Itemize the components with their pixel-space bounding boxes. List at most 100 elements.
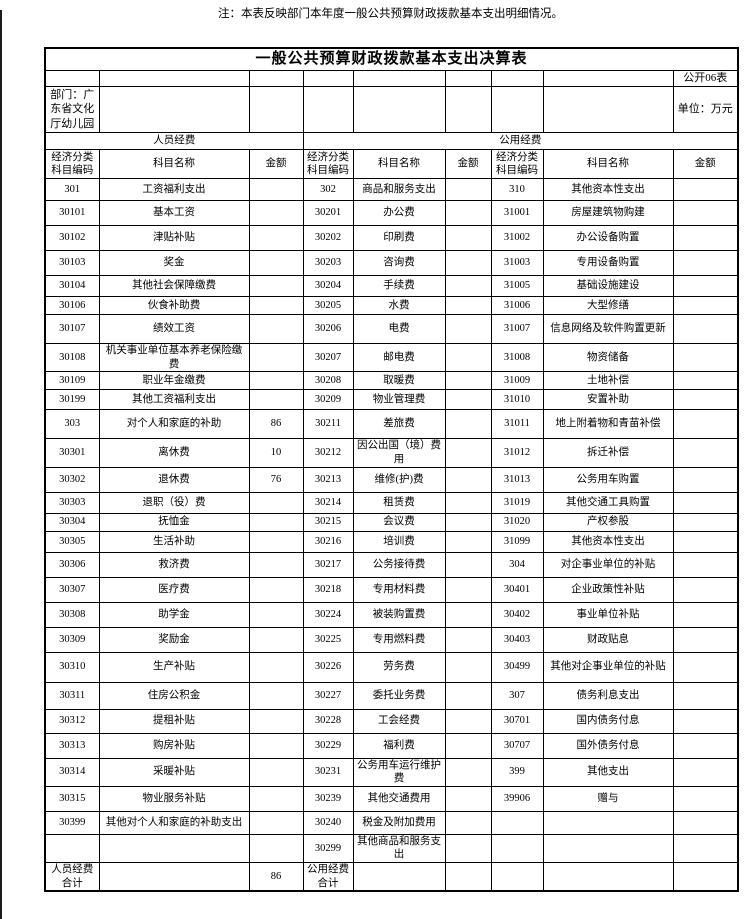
table-row: 30306 救济费 30217 公务接待费 304 对企事业单位的补贴: [44, 551, 739, 578]
person-subject-name-cell: 工资福利支出: [98, 178, 250, 201]
public-amount-cell: [444, 833, 492, 864]
person-code-cell: 30399: [44, 810, 100, 835]
person-subject-name-cell: 津贴补贴: [98, 225, 250, 251]
capital-code-cell: 30403: [490, 626, 544, 653]
person-subject-name-cell: 救济费: [98, 551, 250, 578]
person-code-cell: 30304: [44, 512, 100, 532]
person-code-cell: 30306: [44, 551, 100, 578]
person-amount-cell: 10: [248, 438, 304, 468]
col-header-name: 科目名称: [352, 149, 446, 179]
capital-amount-cell: [672, 551, 739, 578]
capital-subject-name-cell: 赠与: [542, 785, 674, 812]
public-amount-cell: [444, 250, 492, 276]
capital-subject-name-cell: 其他支出: [542, 757, 674, 787]
section-header-person: 人员经费: [44, 132, 304, 150]
person-subject-name-cell: 对个人和家庭的补助: [98, 409, 250, 440]
budget-sheet: 一般公共预算财政拨款基本支出决算表 公开06表 部门：广东省文化厅幼儿园: [44, 47, 739, 893]
capital-subject-name-cell: 大型修缮: [542, 296, 674, 315]
table-row: 30311 住房公积金 30227 委托业务费 307 债务利息支出: [44, 681, 739, 710]
public-amount-cell: [444, 342, 492, 373]
public-code-cell: 30225: [302, 626, 354, 653]
capital-amount-cell: [672, 409, 739, 440]
public-subject-name-cell: 商品和服务支出: [352, 178, 446, 201]
person-subject-name-cell: [98, 833, 250, 864]
empty-cell: [248, 70, 304, 87]
capital-code-cell: 31002: [490, 225, 544, 251]
public-subject-name-cell: 手续费: [352, 275, 446, 297]
capital-amount-cell: [672, 601, 739, 628]
table-row: 30303 退职（役）费 30214 租赁费 31019 其他交通工具购置: [44, 491, 739, 514]
person-code-cell: 30315: [44, 785, 100, 812]
person-subject-name-cell: 退职（役）费: [98, 491, 250, 514]
person-amount-cell: [248, 810, 304, 835]
title-row: 一般公共预算财政拨款基本支出决算表: [44, 47, 739, 71]
person-code-cell: 30302: [44, 466, 100, 493]
capital-code-cell: 31006: [490, 296, 544, 315]
table-row: 30299 其他商品和服务支出: [44, 833, 739, 864]
public-subject-name-cell: 印刷费: [352, 225, 446, 251]
person-code-cell: 30310: [44, 651, 100, 683]
capital-subject-name-cell: 拆迁补偿: [542, 438, 674, 468]
person-amount-cell: 76: [248, 466, 304, 493]
capital-amount-cell: [672, 342, 739, 373]
person-code-cell: 30102: [44, 225, 100, 251]
person-code-cell: 30108: [44, 342, 100, 373]
public-code-cell: 30217: [302, 551, 354, 578]
capital-subject-name-cell: 其他交通工具购置: [542, 491, 674, 514]
capital-subject-name-cell: 企业政策性补贴: [542, 576, 674, 603]
public-subject-name-cell: 劳务费: [352, 651, 446, 683]
person-code-cell: 30199: [44, 389, 100, 411]
person-amount-cell: [248, 757, 304, 787]
public-amount-cell: [444, 512, 492, 532]
capital-code-cell: 30402: [490, 601, 544, 628]
person-code-cell: 30314: [44, 757, 100, 787]
table-row: 30106 伙食补助费 30205 水费 31006 大型修缮: [44, 296, 739, 315]
person-code-cell: 30308: [44, 601, 100, 628]
col-header-name: 科目名称: [542, 149, 674, 179]
person-subject-name-cell: 提租补贴: [98, 708, 250, 734]
public-amount-cell: [444, 551, 492, 578]
capital-amount-cell: [672, 512, 739, 532]
person-code-cell: 303: [44, 409, 100, 440]
capital-code-cell: 39906: [490, 785, 544, 812]
person-code-cell: 30307: [44, 576, 100, 603]
capital-subject-name-cell: 基础设施建设: [542, 275, 674, 297]
capital-amount-cell: [672, 296, 739, 315]
person-amount-cell: 86: [248, 409, 304, 440]
capital-code-cell: 30401: [490, 576, 544, 603]
window-left-edge: [0, 10, 2, 919]
person-amount-cell: [248, 200, 304, 226]
public-code-cell: 30212: [302, 438, 354, 468]
capital-amount-cell: [672, 732, 739, 759]
person-code-cell: 30301: [44, 438, 100, 468]
public-subject-name-cell: 咨询费: [352, 250, 446, 276]
person-amount-cell: [248, 342, 304, 373]
public-subject-name-cell: 被装购置费: [352, 601, 446, 628]
empty-cell: [302, 70, 354, 87]
capital-subject-name-cell: 财政贴息: [542, 626, 674, 653]
capital-subject-name-cell: 债务利息支出: [542, 681, 674, 710]
public-code-cell: 30229: [302, 732, 354, 759]
capital-code-cell: [490, 833, 544, 864]
capital-amount-cell: [672, 757, 739, 787]
person-subject-name-cell: 生产补贴: [98, 651, 250, 683]
capital-amount-cell: [672, 371, 739, 391]
form-code: 公开06表: [672, 70, 739, 87]
capital-subject-name-cell: 其他对企事业单位的补贴: [542, 651, 674, 683]
col-header-amount: 金额: [444, 149, 492, 179]
person-subject-name-cell: 基本工资: [98, 200, 250, 226]
public-subject-name-cell: 其他交通费用: [352, 785, 446, 812]
table-row: 30315 物业服务补贴 30239 其他交通费用 39906 赠与: [44, 785, 739, 812]
table-row: 30104 其他社会保障缴费 30204 手续费 31005 基础设施建设: [44, 275, 739, 297]
capital-amount-cell: [672, 225, 739, 251]
capital-amount-cell: [672, 275, 739, 297]
capital-amount-cell: [672, 466, 739, 493]
document-page: { "page": { "title": "一般公共预算财政拨款基本支出决算表"…: [0, 5, 751, 919]
person-subject-name-cell: 生活补助: [98, 530, 250, 553]
capital-subject-name-cell: 安置补助: [542, 389, 674, 411]
public-amount-cell: [444, 296, 492, 315]
public-subject-name-cell: 水费: [352, 296, 446, 315]
empty-cell: [44, 70, 100, 87]
capital-subject-name-cell: 专用设备购置: [542, 250, 674, 276]
capital-subject-name-cell: 信息网络及软件购置更新: [542, 314, 674, 344]
